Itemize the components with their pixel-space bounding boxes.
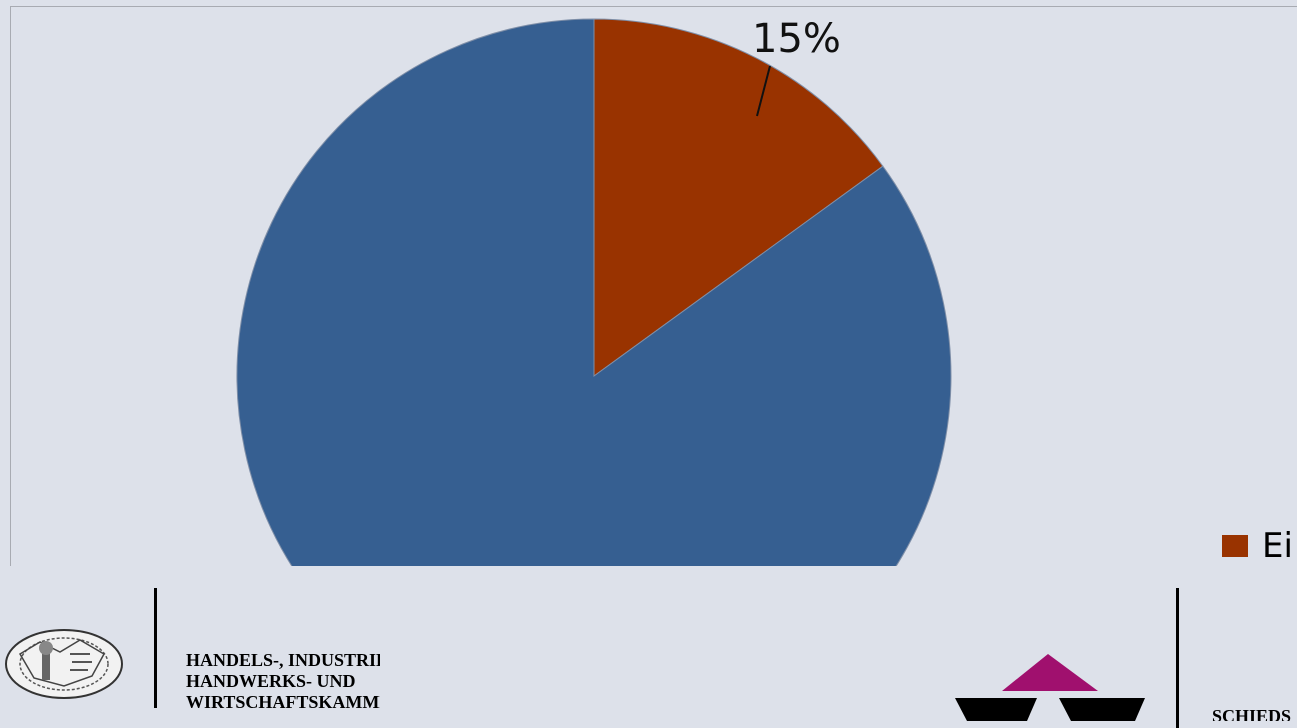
- chart-area: [10, 6, 1297, 566]
- scale-logo: [955, 654, 1145, 721]
- slice-label: 15%: [752, 16, 841, 62]
- org-line: HANDELS-, INDUSTRIE-: [186, 650, 380, 670]
- side-text: SCHIEDS: [1212, 706, 1292, 721]
- chamber-seal-logo: [5, 629, 123, 699]
- organization-name: HANDELS-, INDUSTRIE- HANDWERKS- UND WIRT…: [186, 650, 380, 710]
- pie-slice-0: [593, 18, 884, 377]
- legend-label: Ei: [1262, 526, 1293, 566]
- label-leader-line: [756, 65, 771, 117]
- org-line: WIRTSCHAFTSKAMMER: [186, 692, 380, 710]
- divider-right: [1176, 588, 1179, 728]
- legend-swatch: [1222, 535, 1248, 557]
- divider-left: [154, 588, 157, 708]
- org-line: HANDWERKS- UND: [186, 671, 356, 691]
- footer-band: [0, 566, 1297, 721]
- legend: Ei: [1222, 526, 1293, 566]
